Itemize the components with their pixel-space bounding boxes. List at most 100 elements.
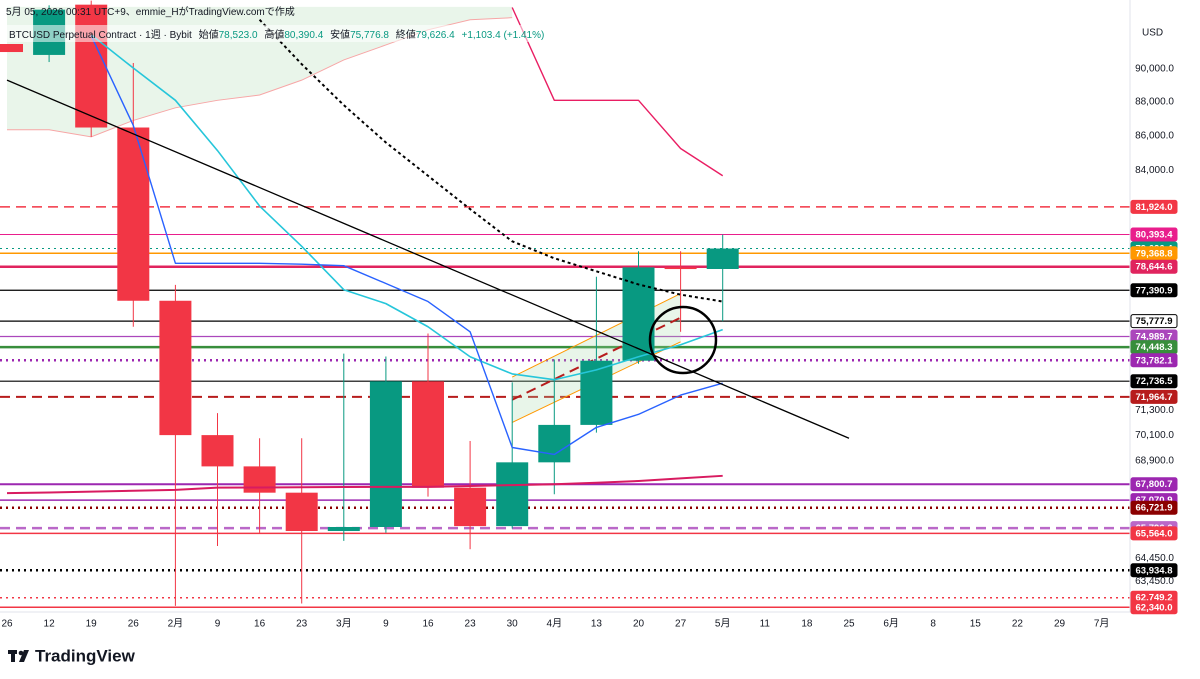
price-box xyxy=(1130,563,1178,578)
price-box-label: 65,564.0 xyxy=(1136,528,1173,539)
x-tick-label: 26 xyxy=(1,619,13,630)
ohlc-label: 終値 xyxy=(395,30,416,41)
price-box xyxy=(1130,500,1178,515)
ohlc-label: 高値 xyxy=(264,30,285,41)
indicator-line xyxy=(258,19,723,303)
candle-body xyxy=(664,267,697,270)
candle-body xyxy=(369,381,402,527)
price-box-label: 63,934.8 xyxy=(1136,565,1173,576)
x-tick-label: 26 xyxy=(128,619,140,630)
indicator-line xyxy=(90,34,723,381)
x-tick-label: 4月 xyxy=(547,618,563,630)
brand-name: TradingView xyxy=(35,646,136,665)
x-tick-label: 11 xyxy=(760,619,771,630)
axes: USD 26 12 19 26 2月 9 16 23 3月 9 16 23 30 4月 13 20 27 5月 11… xyxy=(0,0,1178,630)
price-box xyxy=(1130,600,1178,615)
annotations xyxy=(648,305,718,375)
ohlc-label: 安値 xyxy=(330,30,351,41)
candle-body xyxy=(454,487,487,527)
y-tick-label: 64,450.0 xyxy=(1135,553,1174,564)
candle-body xyxy=(706,248,739,269)
indicator-line xyxy=(6,474,723,495)
logo-dot xyxy=(18,650,24,656)
x-tick-label: 22 xyxy=(1012,619,1024,630)
price-box xyxy=(1130,526,1178,541)
candle-body xyxy=(243,466,276,493)
x-tick-label: 19 xyxy=(86,619,98,630)
x-tick-label: 9 xyxy=(215,619,221,630)
price-box-label: 80,393.4 xyxy=(1136,230,1174,241)
price-box xyxy=(1130,374,1178,389)
candle-body xyxy=(285,492,318,532)
price-box xyxy=(1130,199,1178,214)
price-box-label: 74,448.3 xyxy=(1136,342,1173,353)
x-tick-label: 5月 xyxy=(715,618,731,630)
candle-body xyxy=(496,462,529,527)
ohlc-label: 始値 xyxy=(198,30,219,41)
candle-body xyxy=(75,4,108,128)
candle-body xyxy=(412,381,444,488)
indicator-line xyxy=(511,7,724,177)
candle-body xyxy=(580,360,613,425)
price-box xyxy=(1130,283,1178,298)
x-tick-label: 23 xyxy=(465,619,477,630)
price-box-label: 74,989.7 xyxy=(1136,331,1173,342)
highlight-circle xyxy=(648,305,718,375)
x-tick-label: 25 xyxy=(843,619,855,630)
price-box xyxy=(1130,353,1178,368)
y-tick-label: 70,100.0 xyxy=(1135,430,1174,441)
candle-body xyxy=(0,44,23,53)
price-box-label: 72,736.5 xyxy=(1136,376,1174,387)
symbol: BTCUSD Perpetual Contract · 1週 · Bybit xyxy=(9,30,192,41)
x-tick-label: 15 xyxy=(970,619,982,630)
price-box-label: 67,800.7 xyxy=(1136,479,1173,490)
trendline xyxy=(6,79,850,439)
price-box-label: 78,644.6 xyxy=(1136,262,1173,273)
created-note: 5月 05, 2026 00:31 UTC+9、emmie_HがTradingV… xyxy=(6,7,295,18)
y-tick-label: 71,300.0 xyxy=(1135,405,1174,416)
price-box xyxy=(1130,259,1178,274)
price-box xyxy=(1130,477,1178,492)
price-box xyxy=(1130,389,1178,404)
plot-area xyxy=(0,0,1130,609)
x-tick-label: 27 xyxy=(675,619,687,630)
indicator-line xyxy=(90,35,723,456)
x-tick-label: 20 xyxy=(633,619,645,630)
price-box-label: 62,340.0 xyxy=(1136,602,1173,613)
currency-label: USD xyxy=(1142,28,1163,39)
price-box-label: 79,368.8 xyxy=(1136,248,1173,259)
candle-body xyxy=(538,424,571,463)
price-box-label: 67,070.9 xyxy=(1136,495,1173,506)
x-tick-label: 9 xyxy=(383,619,389,630)
ohlc-value: 75,776.8 xyxy=(350,30,389,41)
legend: BTCUSD Perpetual Contract · 1週 · Bybit 始… xyxy=(6,25,548,42)
price-box-label: 71,964.7 xyxy=(1136,392,1173,403)
price-box-label: 66,721.9 xyxy=(1136,503,1173,514)
y-tick-label: 63,450.0 xyxy=(1135,576,1174,587)
ohlc-value: 78,523.0 xyxy=(218,30,258,41)
x-tick-label: 29 xyxy=(1054,619,1066,630)
x-tick-label: 8 xyxy=(930,619,936,630)
y-tick-label: 68,900.0 xyxy=(1135,455,1174,466)
price-box-label: 75,777.9 xyxy=(1136,316,1173,327)
y-tick-label: 86,000.0 xyxy=(1135,130,1174,141)
ohlc-value: 80,390.4 xyxy=(284,30,324,41)
candle-body xyxy=(327,526,360,532)
x-tick-label: 18 xyxy=(801,619,813,630)
logo-stem xyxy=(11,650,15,662)
x-tick-label: 30 xyxy=(507,619,519,630)
price-box-label: 73,782.1 xyxy=(1136,355,1174,366)
price-box-label: 62,749.2 xyxy=(1136,593,1173,604)
change: +1,103.4 (+1.41%) xyxy=(461,30,545,41)
x-tick-label: 6月 xyxy=(883,618,899,630)
x-tick-label: 7月 xyxy=(1094,618,1110,630)
y-tick-label: 90,000.0 xyxy=(1135,64,1174,75)
x-tick-label: 13 xyxy=(591,619,603,630)
y-tick-label: 88,000.0 xyxy=(1135,97,1174,108)
y-tick-label: 84,000.0 xyxy=(1135,165,1174,176)
x-tick-label: 2月 xyxy=(168,618,184,630)
price-box xyxy=(1130,227,1178,242)
ohlc-value: 79,626.4 xyxy=(415,30,455,41)
